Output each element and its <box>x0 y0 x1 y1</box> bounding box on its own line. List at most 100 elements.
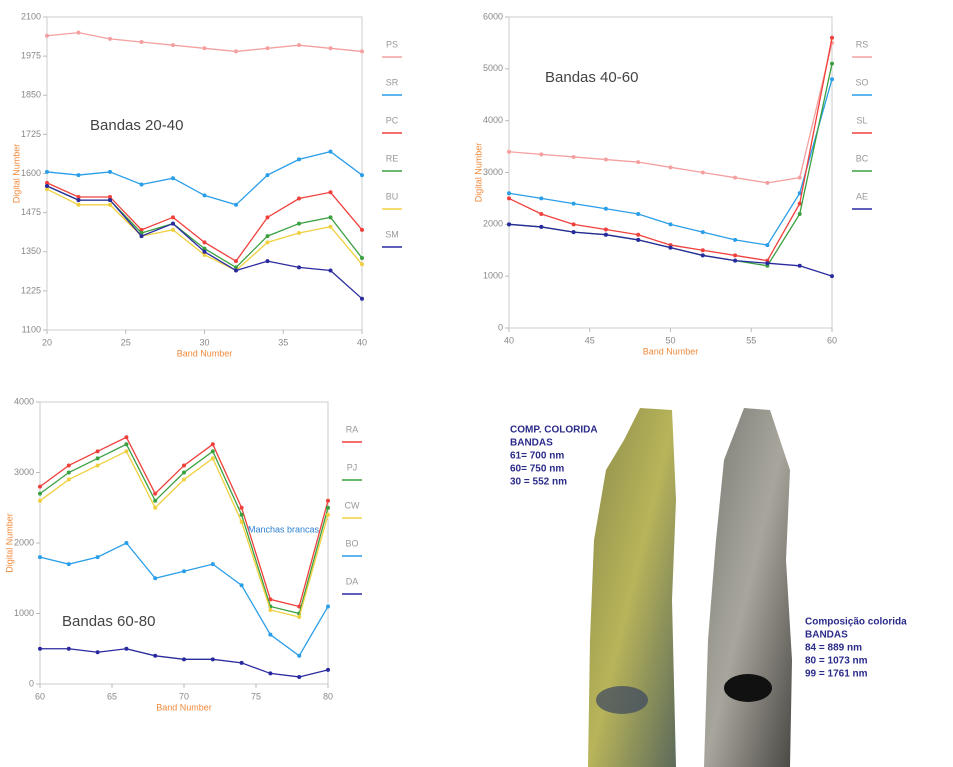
x-tick-label: 40 <box>357 337 367 347</box>
point <box>210 657 215 662</box>
point <box>636 211 641 216</box>
point <box>76 194 81 199</box>
point <box>603 157 608 162</box>
image-caption: BANDAS <box>510 438 553 449</box>
point <box>765 243 770 248</box>
point <box>45 180 49 185</box>
point <box>733 237 738 242</box>
point <box>202 193 207 198</box>
point <box>182 470 186 475</box>
image-caption: 99 = 1761 nm <box>805 669 868 680</box>
point <box>66 646 71 651</box>
image-caption: 61= 700 nm <box>510 451 564 462</box>
y-tick-label: 1000 <box>14 608 34 618</box>
rock-hole <box>596 686 648 714</box>
image-caption: 80 = 1073 nm <box>805 656 868 667</box>
y-axis-label: Digital Number <box>11 144 21 204</box>
point <box>202 46 207 51</box>
point <box>268 632 273 637</box>
point <box>830 35 834 40</box>
x-tick-label: 55 <box>746 335 756 345</box>
y-tick-label: 1600 <box>21 168 41 178</box>
x-axis-label: Band Number <box>156 702 212 712</box>
y-tick-label: 1975 <box>21 51 41 61</box>
point <box>326 505 330 510</box>
point <box>202 252 207 257</box>
point <box>571 201 576 206</box>
point <box>210 456 215 461</box>
rock-image-gray <box>704 408 792 767</box>
point <box>797 191 802 196</box>
point <box>45 33 49 38</box>
point <box>108 198 112 203</box>
y-tick-label: 2000 <box>483 219 503 229</box>
series-line <box>40 648 329 678</box>
x-tick-label: 75 <box>251 691 261 701</box>
legend-label: RE <box>386 153 399 163</box>
point <box>124 449 129 454</box>
point <box>830 61 834 66</box>
point <box>603 227 608 232</box>
point <box>328 46 333 51</box>
x-tick-label: 80 <box>323 691 333 701</box>
point <box>297 230 301 235</box>
point <box>797 175 802 180</box>
legend-label: PC <box>386 115 399 125</box>
y-tick-label: 1225 <box>21 285 41 295</box>
point <box>38 646 42 651</box>
point <box>124 541 129 545</box>
point <box>326 512 330 517</box>
x-axis-label: Band Number <box>177 348 233 358</box>
legend-label: RA <box>346 424 359 434</box>
point <box>328 215 333 220</box>
point <box>239 512 244 517</box>
image-caption: BANDAS <box>805 630 848 641</box>
y-tick-label: 1475 <box>21 207 41 217</box>
series-line <box>46 188 363 272</box>
point <box>297 157 301 162</box>
legend-label: PJ <box>347 462 358 472</box>
point <box>797 211 802 216</box>
point <box>830 274 834 279</box>
y-tick-label: 4000 <box>14 396 34 406</box>
point <box>360 49 364 54</box>
point <box>210 562 215 567</box>
y-tick-label: 1000 <box>483 271 503 281</box>
point <box>76 173 81 178</box>
point <box>360 256 364 261</box>
x-tick-label: 70 <box>179 691 189 701</box>
point <box>636 237 641 242</box>
point <box>210 449 215 454</box>
point <box>234 265 238 270</box>
point <box>139 234 144 239</box>
y-axis-label: Digital Number <box>473 143 483 203</box>
point <box>38 498 42 503</box>
point <box>265 46 270 51</box>
x-tick-label: 65 <box>107 691 117 701</box>
point <box>139 182 144 187</box>
point <box>668 165 673 170</box>
point <box>297 615 302 620</box>
point <box>108 169 112 174</box>
legend-label: BC <box>856 153 869 163</box>
y-tick-label: 2000 <box>14 537 34 547</box>
point <box>171 221 175 226</box>
point <box>700 248 705 253</box>
point <box>124 442 129 447</box>
x-tick-label: 60 <box>35 691 45 701</box>
point <box>66 562 71 567</box>
point <box>733 175 738 180</box>
point <box>700 230 705 235</box>
point <box>636 232 641 237</box>
point <box>153 505 158 510</box>
x-tick-label: 40 <box>504 335 514 345</box>
point <box>139 230 144 235</box>
point <box>202 240 207 245</box>
point <box>108 194 112 199</box>
x-tick-label: 45 <box>585 335 595 345</box>
point <box>171 176 175 181</box>
point <box>571 154 576 159</box>
point <box>202 249 207 254</box>
point <box>360 296 364 301</box>
